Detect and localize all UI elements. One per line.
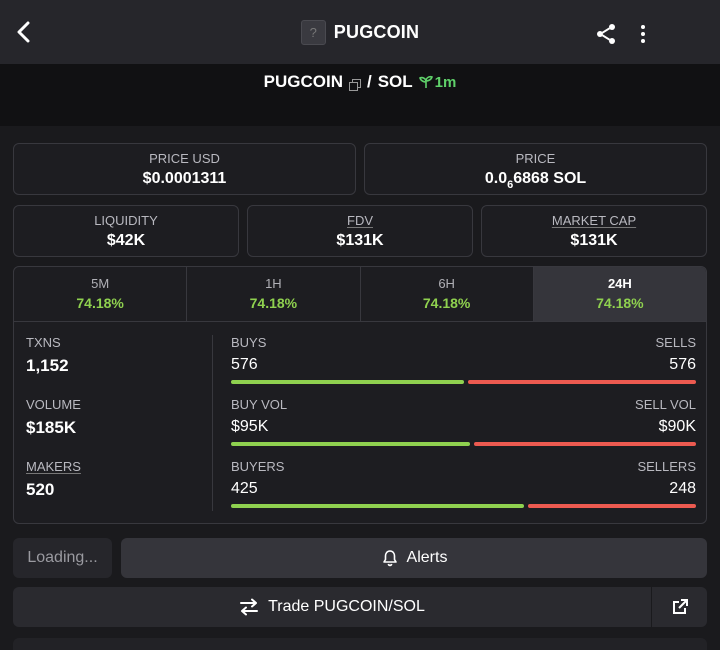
timeframe-tabs: 5M 74.18% 1H 74.18% 6H 74.18% 24H 74.18% (14, 267, 706, 322)
liquidity-card: LIQUIDITY $42K (13, 205, 239, 257)
liquidity-value: $42K (106, 232, 146, 249)
sell-vol-bar-fill (474, 442, 696, 446)
share-icon[interactable] (594, 22, 618, 46)
stats-divider (212, 335, 213, 511)
copy-icon[interactable] (348, 76, 361, 91)
makers-value: 520 (26, 480, 55, 499)
volume-ratio-bar (231, 442, 696, 446)
back-arrow-icon[interactable] (10, 18, 38, 46)
price-unit: SOL (553, 170, 587, 187)
header-title-group: ? PUGCOIN (0, 0, 720, 64)
page-title: PUGCOIN (333, 21, 420, 42)
sprout-icon (418, 75, 433, 88)
summary-stats: TXNS 1,152 VOLUME $185K MAKERS 520 (26, 335, 206, 521)
price-zero-count: 6 (507, 179, 514, 191)
price-usd-label: PRICE USD (149, 151, 220, 166)
liquidity-label: LIQUIDITY (94, 213, 158, 228)
buy-bar-fill (231, 380, 464, 384)
price-native-label: PRICE (515, 151, 556, 166)
sell-vol-label: SELL VOL (635, 397, 696, 412)
stats-panel: 5M 74.18% 1H 74.18% 6H 74.18% 24H 74.18%… (13, 266, 707, 524)
fdv-label[interactable]: FDV (347, 213, 373, 228)
external-link-icon[interactable] (652, 587, 707, 627)
pair-label: PUGCOIN / SOL 1m (0, 72, 720, 92)
market-cap-value: $131K (570, 232, 618, 249)
more-options-icon[interactable] (633, 22, 653, 46)
top-bar: ? PUGCOIN (0, 0, 720, 64)
tab-5m[interactable]: 5M 74.18% (14, 267, 188, 321)
sells-label: SELLS (655, 335, 696, 350)
buys-value: 576 (231, 356, 258, 373)
loading-indicator: Loading... (13, 538, 112, 578)
buy-vol-label: BUY VOL (231, 397, 288, 412)
market-cap-card[interactable]: MARKET CAP $131K (481, 205, 707, 257)
bell-icon (382, 550, 397, 567)
sell-vol-value: $90K (658, 418, 696, 435)
fdv-value: $131K (336, 232, 384, 249)
buy-vol-value: $95K (231, 418, 269, 435)
trade-label: Trade PUGCOIN/SOL (268, 598, 425, 615)
txns-label: TXNS (26, 335, 61, 350)
buyers-bar-fill (231, 504, 524, 508)
volume-label: VOLUME (26, 397, 81, 412)
tab-6h[interactable]: 6H 74.18% (361, 267, 534, 321)
buyers-value: 425 (231, 480, 258, 497)
sell-bar-fill (467, 380, 696, 384)
buyers-label: BUYERS (231, 459, 285, 474)
pair-bar: PUGCOIN / SOL 1m (0, 64, 720, 126)
sellers-label: SELLERS (637, 459, 696, 474)
price-prefix: 0.0 (484, 170, 508, 187)
alerts-button[interactable]: Alerts (121, 538, 707, 578)
trade-button[interactable]: Trade PUGCOIN/SOL (13, 587, 651, 627)
tab-label: 1H (265, 276, 282, 291)
pair-age: 1m (418, 73, 457, 91)
volume-stat: VOLUME $185K (26, 397, 206, 438)
next-section-edge (13, 638, 707, 650)
txns-value: 1,152 (26, 356, 69, 375)
tab-1h[interactable]: 1H 74.18% (187, 267, 361, 321)
volume-ratio-row: BUY VOL SELL VOL $95K $90K (231, 397, 696, 459)
sells-value: 576 (669, 356, 696, 373)
buys-sells-row: BUYS SELLS 576 576 (231, 335, 696, 397)
tab-label: 24H (607, 276, 632, 291)
sellers-value: 248 (669, 480, 696, 497)
token-image-placeholder: ? (300, 19, 326, 45)
makers-stat: MAKERS 520 (26, 459, 206, 500)
market-cap-label[interactable]: MARKET CAP (551, 213, 637, 228)
fdv-card[interactable]: FDV $131K (247, 205, 473, 257)
swap-arrows-icon (240, 598, 259, 616)
buyers-sellers-row: BUYERS SELLERS 425 248 (231, 459, 696, 521)
tab-change: 74.18% (76, 295, 124, 311)
tab-change: 74.18% (596, 295, 644, 311)
alerts-label: Alerts (406, 549, 448, 566)
pair-quote: SOL (377, 72, 413, 91)
price-digits: 6868 (513, 170, 549, 187)
buyers-sellers-bar (231, 504, 696, 508)
buy-vol-bar-fill (231, 442, 470, 446)
volume-value: $185K (26, 418, 77, 437)
pair-age-value: 1m (434, 73, 457, 91)
tab-label: 6H (438, 276, 455, 291)
tab-change: 74.18% (422, 295, 471, 311)
buys-sells-bar (231, 380, 696, 384)
buy-sell-stats: BUYS SELLS 576 576 BUY VOL SELL VOL $95K… (231, 335, 696, 521)
tab-label: 5M (91, 276, 110, 291)
price-usd-value: $0.0001311 (142, 170, 227, 187)
price-usd-card: PRICE USD $0.0001311 (13, 143, 356, 195)
sellers-bar-fill (527, 504, 696, 508)
txns-stat: TXNS 1,152 (26, 335, 206, 376)
price-native-card: PRICE 0.066868 SOL (364, 143, 707, 195)
buys-label: BUYS (231, 335, 267, 350)
pair-separator: / (366, 72, 372, 91)
tab-change: 74.18% (249, 295, 298, 311)
price-native-value: 0.066868 SOL (365, 170, 706, 191)
makers-label[interactable]: MAKERS (26, 459, 81, 474)
pair-base: PUGCOIN (263, 72, 343, 91)
tab-24h[interactable]: 24H 74.18% (533, 267, 706, 321)
